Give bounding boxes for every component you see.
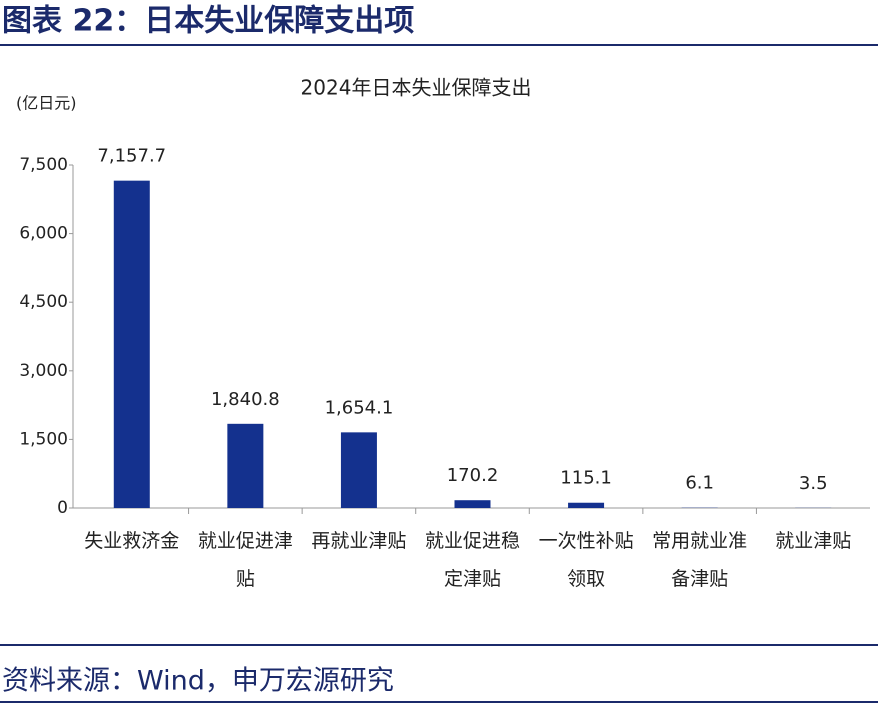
- x-tick-label: 就业津贴: [775, 530, 851, 552]
- value-label: 115.1: [560, 468, 612, 489]
- x-tick-label: 一次性补贴领取: [539, 530, 634, 590]
- x-tick-label: 失业救济金: [84, 530, 179, 552]
- x-tick-label: 就业促进津贴: [198, 530, 293, 590]
- y-tick-label: 7,500: [19, 155, 68, 175]
- x-tick-label: 再就业津贴: [311, 530, 406, 552]
- value-label: 170.2: [447, 465, 499, 486]
- value-label: 6.1: [685, 473, 714, 494]
- y-tick-label: 6,000: [19, 224, 68, 244]
- y-tick-label: 4,500: [19, 292, 68, 312]
- bar: [568, 502, 605, 508]
- value-label: 1,654.1: [325, 397, 394, 418]
- value-label: 3.5: [799, 473, 828, 494]
- chart-title: 2024年日本失业保障支出: [301, 76, 532, 100]
- y-tick-label: 3,000: [19, 361, 68, 381]
- x-tick-label: 就业促进稳定津贴: [425, 530, 520, 590]
- header-title: 图表 22：日本失业保障支出项: [2, 4, 414, 39]
- value-label: 7,157.7: [97, 146, 166, 167]
- bar: [340, 432, 377, 508]
- bar: [113, 180, 150, 508]
- value-label: 1,840.8: [211, 389, 280, 410]
- y-axis-label: (亿日元): [16, 94, 77, 113]
- source-note: 资料来源：Wind，申万宏源研究: [2, 666, 394, 697]
- y-tick-label: 1,500: [19, 429, 68, 449]
- y-tick-label: 0: [57, 498, 68, 518]
- bar: [227, 423, 264, 508]
- bar: [454, 500, 491, 508]
- x-tick-label: 常用就业准备津贴: [652, 530, 747, 590]
